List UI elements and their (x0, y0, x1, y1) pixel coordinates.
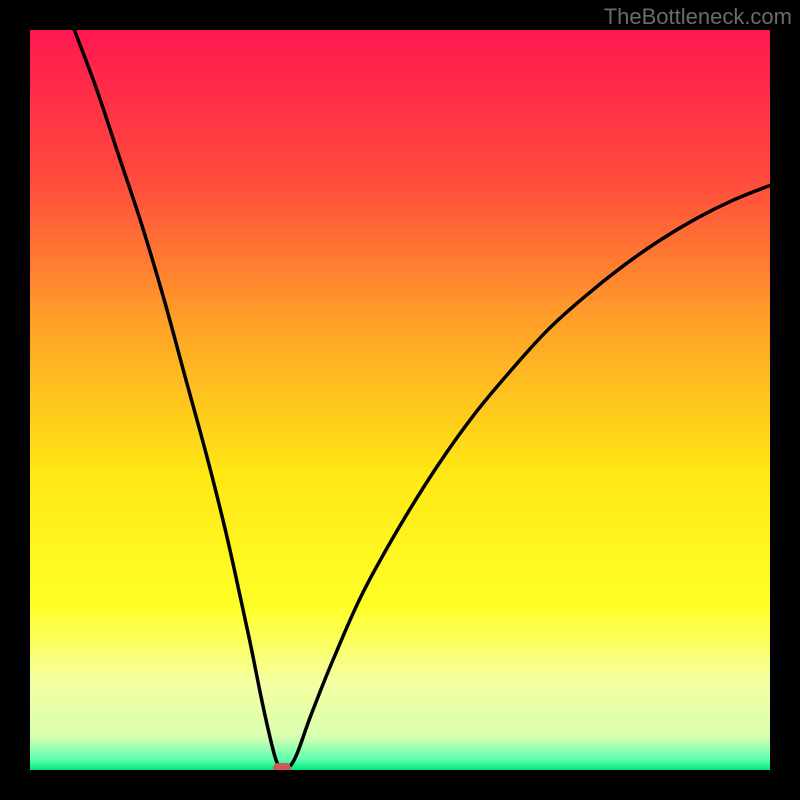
curve-path (74, 30, 770, 770)
plot-area (30, 30, 770, 770)
bottleneck-curve (30, 30, 770, 770)
chart-frame: TheBottleneck.com (0, 0, 800, 800)
minimum-marker (273, 763, 291, 771)
watermark-text: TheBottleneck.com (604, 4, 792, 30)
